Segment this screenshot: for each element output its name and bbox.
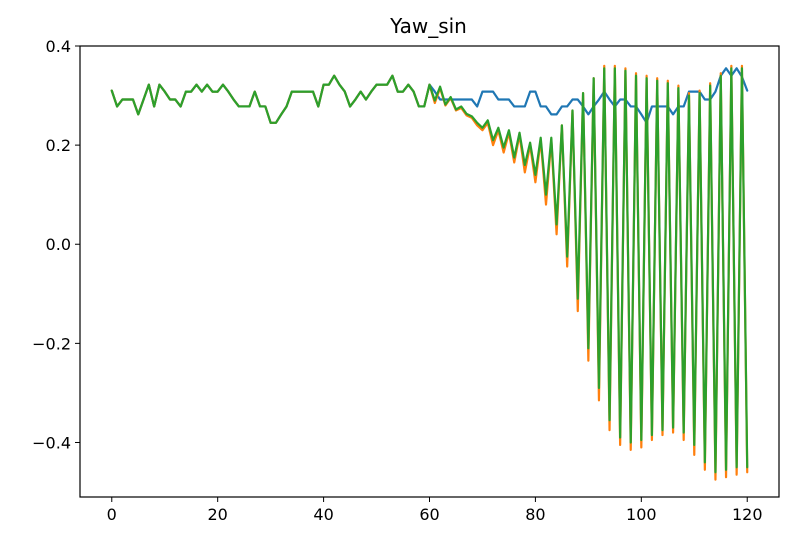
series-layer	[110, 64, 749, 481]
x-tick-label: 20	[208, 505, 228, 524]
series-line-3	[110, 67, 749, 474]
x-tick-label: 100	[626, 505, 657, 524]
x-axis: 0 20 40 60 80 100 120	[107, 497, 763, 524]
y-tick-label: 0.4	[46, 37, 71, 56]
x-tick-label: 80	[525, 505, 545, 524]
x-tick-label: 60	[419, 505, 439, 524]
x-tick-label: 0	[107, 505, 117, 524]
x-tick-label: 40	[313, 505, 333, 524]
plot-frame	[79, 45, 780, 498]
y-tick-label: −0.2	[32, 334, 71, 353]
y-tick-label: 0.2	[46, 136, 71, 155]
y-axis: −0.4 −0.2 0.0 0.2 0.4	[32, 37, 80, 452]
y-tick-label: −0.4	[32, 433, 71, 452]
x-tick-label: 120	[732, 505, 763, 524]
chart-title: Yaw_sin	[389, 14, 467, 38]
y-tick-label: 0.0	[46, 235, 71, 254]
